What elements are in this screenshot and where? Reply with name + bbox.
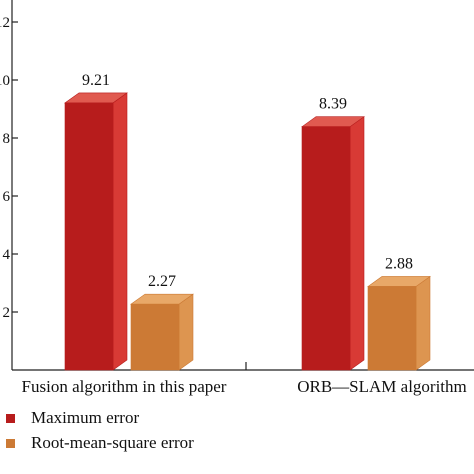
legend-label-maximum-error: Maximum error [31,408,140,427]
y-tick-label: 12 [0,15,10,31]
data-label-rms-error: 2.88 [385,255,413,272]
bar-rms-error [367,286,417,371]
legend-label-rms-error: Root-mean-square error [31,433,194,452]
bar-rms-error [130,303,180,371]
legend-swatch-maximum-error [6,413,15,423]
y-tick-label: 10 [0,73,10,89]
data-label-maximum-error: 8.39 [319,96,347,113]
bar-side-rms-error [415,275,431,371]
data-label-maximum-error: 9.21 [82,72,110,89]
bar-maximum-error [301,126,351,371]
legend-item-maximum-error: Maximum error [6,408,139,428]
y-tick-label: 6 [3,189,11,205]
y-tick-label: 8 [3,131,11,147]
y-tick-label: 2 [3,305,11,321]
bar-side-rms-error [178,293,194,371]
bar-side-maximum-error [112,92,128,371]
bar-maximum-error [64,102,114,371]
x-category-label: ORB—SLAM algorithm [297,377,467,396]
legend-swatch-rms-error [6,438,15,448]
y-tick-label: 4 [3,247,11,263]
data-label-rms-error: 2.27 [148,273,176,290]
legend-item-rms-error: Root-mean-square error [6,433,194,453]
bar-side-maximum-error [349,116,365,371]
x-category-label: Fusion algorithm in this paper [22,377,227,396]
